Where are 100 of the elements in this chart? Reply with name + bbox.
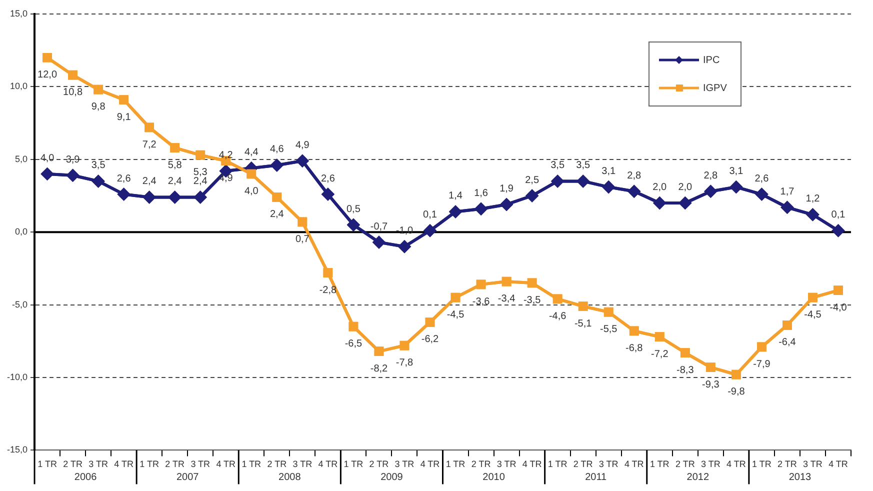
x-tick-label: 2 TR [471, 459, 492, 470]
x-tick-label: 4 TR [318, 459, 338, 470]
data-label: 4,4 [244, 147, 259, 158]
data-label: 0,1 [423, 210, 438, 221]
x-tick-label: 1 TR [242, 459, 262, 470]
data-label: 1,7 [780, 186, 795, 198]
data-label: -6,8 [626, 342, 644, 354]
data-label: 4,9 [218, 172, 234, 184]
y-tick-label: -15,0 [7, 444, 28, 455]
x-tick-label: 2 TR [675, 459, 696, 470]
data-label: -3,4 [498, 294, 516, 305]
x-tick-label: 3 TR [700, 459, 721, 470]
data-label: -3,5 [523, 294, 542, 306]
x-tick-label: 1 TR [650, 459, 670, 470]
x-tick-label: 1 TR [752, 459, 772, 470]
x-tick-label: 3 TR [394, 459, 415, 470]
x-tick-label: 4 TR [522, 459, 542, 470]
data-label: 12,0 [38, 70, 58, 81]
x-tick-label: 4 TR [726, 459, 746, 470]
x-tick-label: 1 TR [548, 459, 568, 470]
data-label: 3,1 [602, 166, 616, 178]
data-label: 2,6 [754, 173, 770, 184]
x-tick-label: 3 TR [803, 459, 823, 470]
data-label: -6,5 [344, 338, 363, 350]
x-tick-label: 2 TR [267, 459, 288, 470]
data-label: 1,2 [806, 194, 820, 205]
data-label: 3,5 [576, 160, 590, 172]
x-tick-label: 1 TR [140, 459, 160, 470]
data-label: 2,0 [652, 182, 668, 194]
data-label: 2,8 [704, 170, 718, 182]
data-label: 2,4 [142, 176, 157, 188]
data-label: 5,8 [168, 160, 182, 171]
data-label: 0,1 [831, 210, 846, 221]
data-label: 2,8 [627, 170, 642, 182]
legend-label: IGPV [703, 82, 728, 94]
data-label: 2,4 [168, 176, 182, 188]
x-tick-label: 3 TR [292, 459, 313, 470]
data-label: 9,1 [116, 112, 132, 123]
data-label: 4,9 [295, 140, 310, 151]
y-tick-label: -5,0 [12, 299, 28, 310]
x-tick-label: 4 TR [216, 459, 236, 470]
data-label: 9,8 [91, 102, 106, 113]
text: 2010 [482, 472, 506, 484]
x-tick-label: 4 TR [420, 459, 440, 470]
legend-label: IPC [703, 54, 720, 66]
x-tick-label: 3 TR [598, 459, 619, 470]
data-label: 2,5 [525, 174, 540, 186]
data-label: -8,3 [676, 364, 694, 376]
data-label: 3,5 [550, 160, 565, 172]
x-tick-label: 4 TR [114, 459, 134, 470]
x-tick-label: 1 TR [446, 459, 466, 470]
data-label: -0,7 [370, 221, 388, 232]
y-tick-label: 15,0 [10, 8, 28, 18]
text: 2011 [585, 472, 608, 484]
data-label: 2,4 [270, 209, 284, 220]
x-tick-label: 1 TR [344, 459, 364, 470]
x-tick-label: 2 TR [369, 459, 390, 470]
data-label: 0,7 [295, 234, 310, 245]
data-label: 1,9 [500, 183, 514, 194]
data-label: -8,2 [370, 363, 388, 374]
data-label: 4,0 [244, 186, 259, 197]
data-label: -5,1 [574, 318, 592, 330]
text: 2013 [788, 472, 812, 484]
data-label: -7,2 [651, 348, 669, 360]
data-label: -4,5 [446, 310, 465, 321]
data-label: 0,5 [346, 204, 361, 215]
data-label: -7,9 [753, 358, 771, 370]
text: 2009 [380, 472, 404, 484]
y-tick-label: 0,0 [15, 226, 28, 237]
data-label: 3,1 [729, 166, 744, 178]
x-tick-label: 3 TR [496, 459, 517, 470]
x-tick-label: 1 TR [38, 459, 58, 470]
data-label: 2,4 [193, 176, 208, 188]
data-label: 5,3 [193, 167, 208, 178]
y-tick-label: -10,0 [7, 372, 28, 382]
data-label: 10,8 [63, 87, 83, 98]
x-tick-label: 2 TR [573, 459, 594, 470]
x-tick-label: 4 TR [624, 459, 644, 470]
x-tick-label: 3 TR [88, 459, 108, 470]
data-label: 3,9 [66, 154, 80, 166]
x-tick-label: 2 TR [778, 459, 798, 470]
text: 2007 [176, 472, 200, 484]
data-label: -4,5 [804, 310, 822, 321]
data-label: 7,2 [142, 139, 157, 150]
data-label: -7,8 [396, 358, 414, 369]
x-tick-label: 4 TR [828, 459, 848, 470]
data-label: -4,0 [830, 302, 848, 314]
data-label: 1,4 [448, 190, 463, 202]
text: 2006 [74, 472, 98, 484]
data-label: -4,6 [548, 310, 567, 322]
text: 2012 [686, 472, 710, 484]
y-tick-label: 5,0 [15, 154, 28, 164]
x-tick-label: 2 TR [165, 459, 186, 470]
data-label: 2,0 [678, 182, 693, 194]
x-tick-label: 3 TR [190, 459, 211, 470]
x-tick-label: 2 TR [63, 459, 83, 470]
y-tick-label: 10,0 [10, 81, 28, 92]
data-label: 3,5 [91, 160, 106, 172]
data-label: 1,6 [474, 188, 488, 199]
data-label: 4,0 [40, 152, 55, 164]
